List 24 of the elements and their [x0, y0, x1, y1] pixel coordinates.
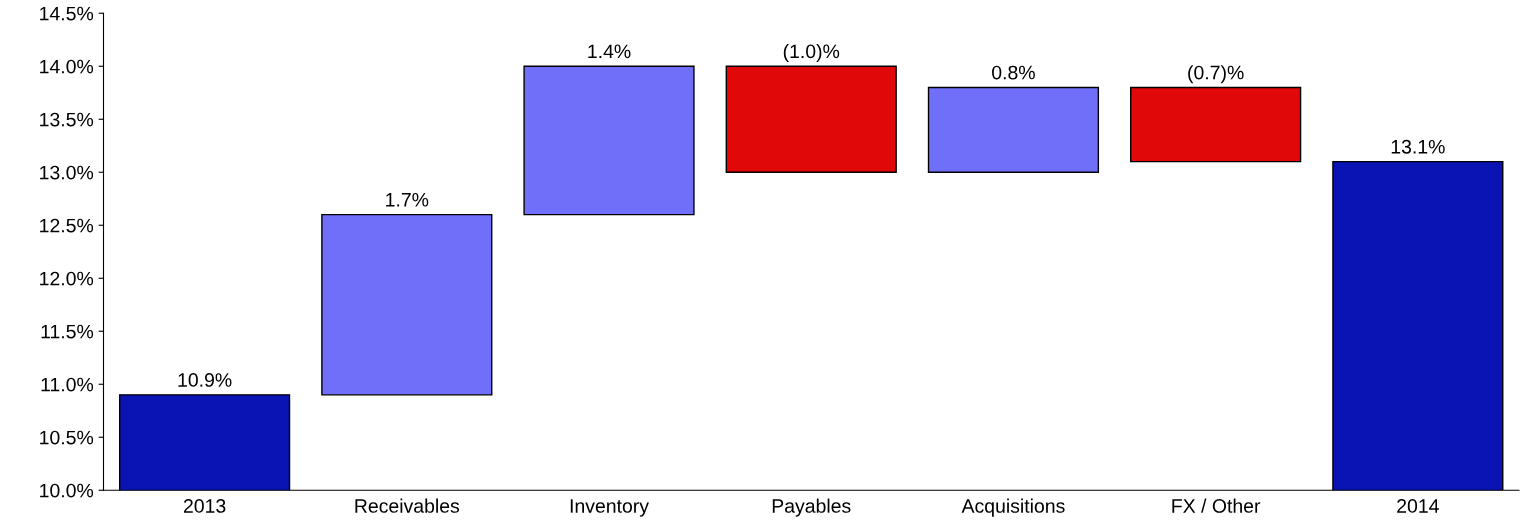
x-tick-label: Payables: [772, 498, 851, 517]
y-tick-label: 14.5%: [40, 6, 94, 21]
x-tick-label: FX / Other: [1172, 498, 1261, 513]
data-label: 0.8%: [992, 65, 1035, 80]
data-label: 10.9%: [178, 373, 232, 387]
y-tick-label: 10.0%: [40, 483, 94, 498]
x-tick-label: Acquisitions: [961, 498, 1065, 517]
y-tick-label: 12.0%: [40, 271, 94, 286]
y-tick-label: 13.0%: [40, 165, 94, 180]
y-tick-label: 14.0%: [40, 59, 94, 74]
x-tick-label: Inventory: [570, 499, 649, 517]
data-label: (1.0)%: [783, 43, 840, 63]
x-tick-label: Receivables: [355, 498, 460, 513]
y-tick-label: 11.0%: [41, 377, 94, 392]
y-tick-label: 11.5%: [41, 324, 94, 339]
x-tick-label: 2013: [183, 499, 226, 513]
data-label: 1.7%: [386, 192, 429, 207]
data-label: 13.1%: [1391, 139, 1445, 154]
data-label: 1.4%: [588, 44, 631, 59]
data-label: (0.7)%: [1188, 65, 1244, 84]
x-tick-label: 2014: [1397, 499, 1439, 513]
y-tick-label: 12.5%: [40, 218, 94, 233]
y-tick-label: 10.5%: [40, 430, 94, 445]
y-tick-label: 13.5%: [40, 112, 94, 127]
